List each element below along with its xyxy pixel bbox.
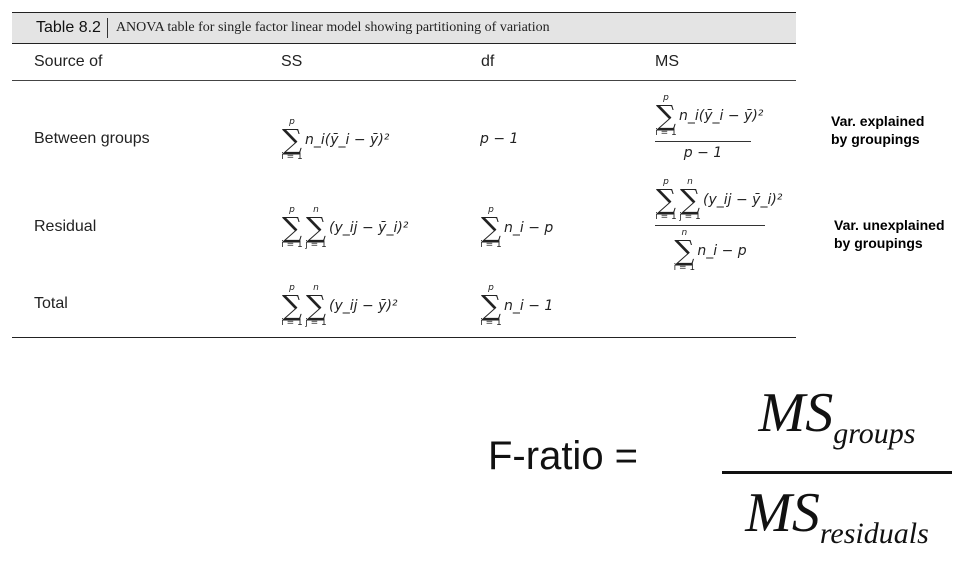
annotation-line: Var. unexplained: [834, 217, 945, 233]
df-expression: n_i − 1: [504, 298, 554, 314]
annotation-line: by groupings: [834, 235, 923, 251]
ms-subscript: groups: [833, 417, 916, 450]
summation-sign: p ∑ i = 1: [480, 283, 502, 328]
summation-sign: p ∑ i = 1: [655, 177, 677, 222]
annotation-line: Var. explained: [831, 113, 925, 129]
header-ms: MS: [655, 53, 679, 70]
header-source: Source of: [34, 53, 103, 70]
ms-symbol: MS: [758, 382, 834, 444]
ms-denominator: n_i − p: [697, 243, 747, 259]
row-residual-ss: p ∑ i = 1 n ∑ j = 1 (y_ij − ȳ_i)²: [281, 206, 408, 250]
row-between-ss: p ∑ i = 1 n_i(ȳ_i − ȳ)²: [281, 118, 389, 162]
summation-sign: p ∑ i = 1: [281, 205, 303, 250]
table-caption-text: ANOVA table for single factor linear mod…: [115, 20, 550, 35]
summation-sign: n ∑ j = 1: [679, 177, 701, 222]
header-ss: SS: [281, 53, 303, 70]
fraction-bar: [655, 225, 765, 226]
ss-expression: n_i(ȳ_i − ȳ)²: [305, 132, 390, 148]
ms-subscript: residuals: [819, 517, 929, 550]
row-total-source: Total: [34, 295, 68, 312]
table-header-row: Source of SS df MS: [12, 44, 796, 81]
annotation-explained: Var. explained by groupings: [831, 112, 924, 148]
ms-numerator: n_i(ȳ_i − ȳ)²: [679, 108, 764, 124]
anova-table: Table 8.2 ANOVA table for single factor …: [12, 12, 796, 81]
row-total-ss: p ∑ i = 1 n ∑ j = 1 (y_ij − ȳ)²: [281, 283, 398, 328]
ms-denominator: p − 1: [683, 145, 723, 161]
df-expression: n_i − p: [504, 220, 554, 236]
f-ratio-numerator: MSgroups: [722, 380, 952, 467]
f-ratio-label: F-ratio =: [488, 434, 639, 478]
row-residual-ms: p ∑ i = 1 n ∑ j = 1 (y_ij − ȳ_i)² n ∑ i = 1 n_i −…: [655, 177, 782, 273]
row-residual-source: Residual: [34, 218, 97, 235]
row-between-source: Between groups: [34, 130, 150, 147]
f-ratio-denominator: MSresiduals: [722, 480, 952, 567]
annotation-unexplained: Var. unexplained by groupings: [834, 216, 945, 252]
summation-sign: n ∑ j = 1: [305, 283, 327, 328]
summation-sign: n ∑ j = 1: [305, 205, 327, 250]
ss-expression: (y_ij − ȳ_i)²: [329, 220, 409, 236]
summation-sign: n ∑ i = 1: [673, 228, 696, 273]
fraction-bar: [655, 141, 751, 142]
row-total-df: p ∑ i = 1 n_i − 1: [480, 284, 553, 328]
row-between-ms: p ∑ i = 1 n_i(ȳ_i − ȳ)² p − 1: [655, 93, 763, 161]
table-caption: Table 8.2 ANOVA table for single factor …: [12, 12, 796, 44]
f-ratio-fraction: MSgroups MSresiduals: [722, 380, 952, 567]
row-residual-df: p ∑ i = 1 n_i − p: [480, 206, 553, 250]
summation-sign: p ∑ i = 1: [480, 205, 502, 250]
ss-expression: (y_ij − ȳ)²: [329, 298, 398, 314]
table-bottom-rule: [12, 337, 796, 338]
annotation-line: by groupings: [831, 131, 920, 147]
ms-numerator: (y_ij − ȳ_i)²: [703, 192, 783, 208]
summation-sign: p ∑ i = 1: [281, 117, 303, 162]
f-ratio-bar: [722, 471, 952, 474]
ms-symbol: MS: [745, 482, 820, 544]
summation-sign: p ∑ i = 1: [281, 283, 303, 328]
header-df: df: [481, 53, 495, 70]
row-between-df: p − 1: [480, 131, 519, 147]
summation-sign: p ∑ i = 1: [655, 93, 677, 138]
table-label: Table 8.2: [36, 18, 108, 38]
